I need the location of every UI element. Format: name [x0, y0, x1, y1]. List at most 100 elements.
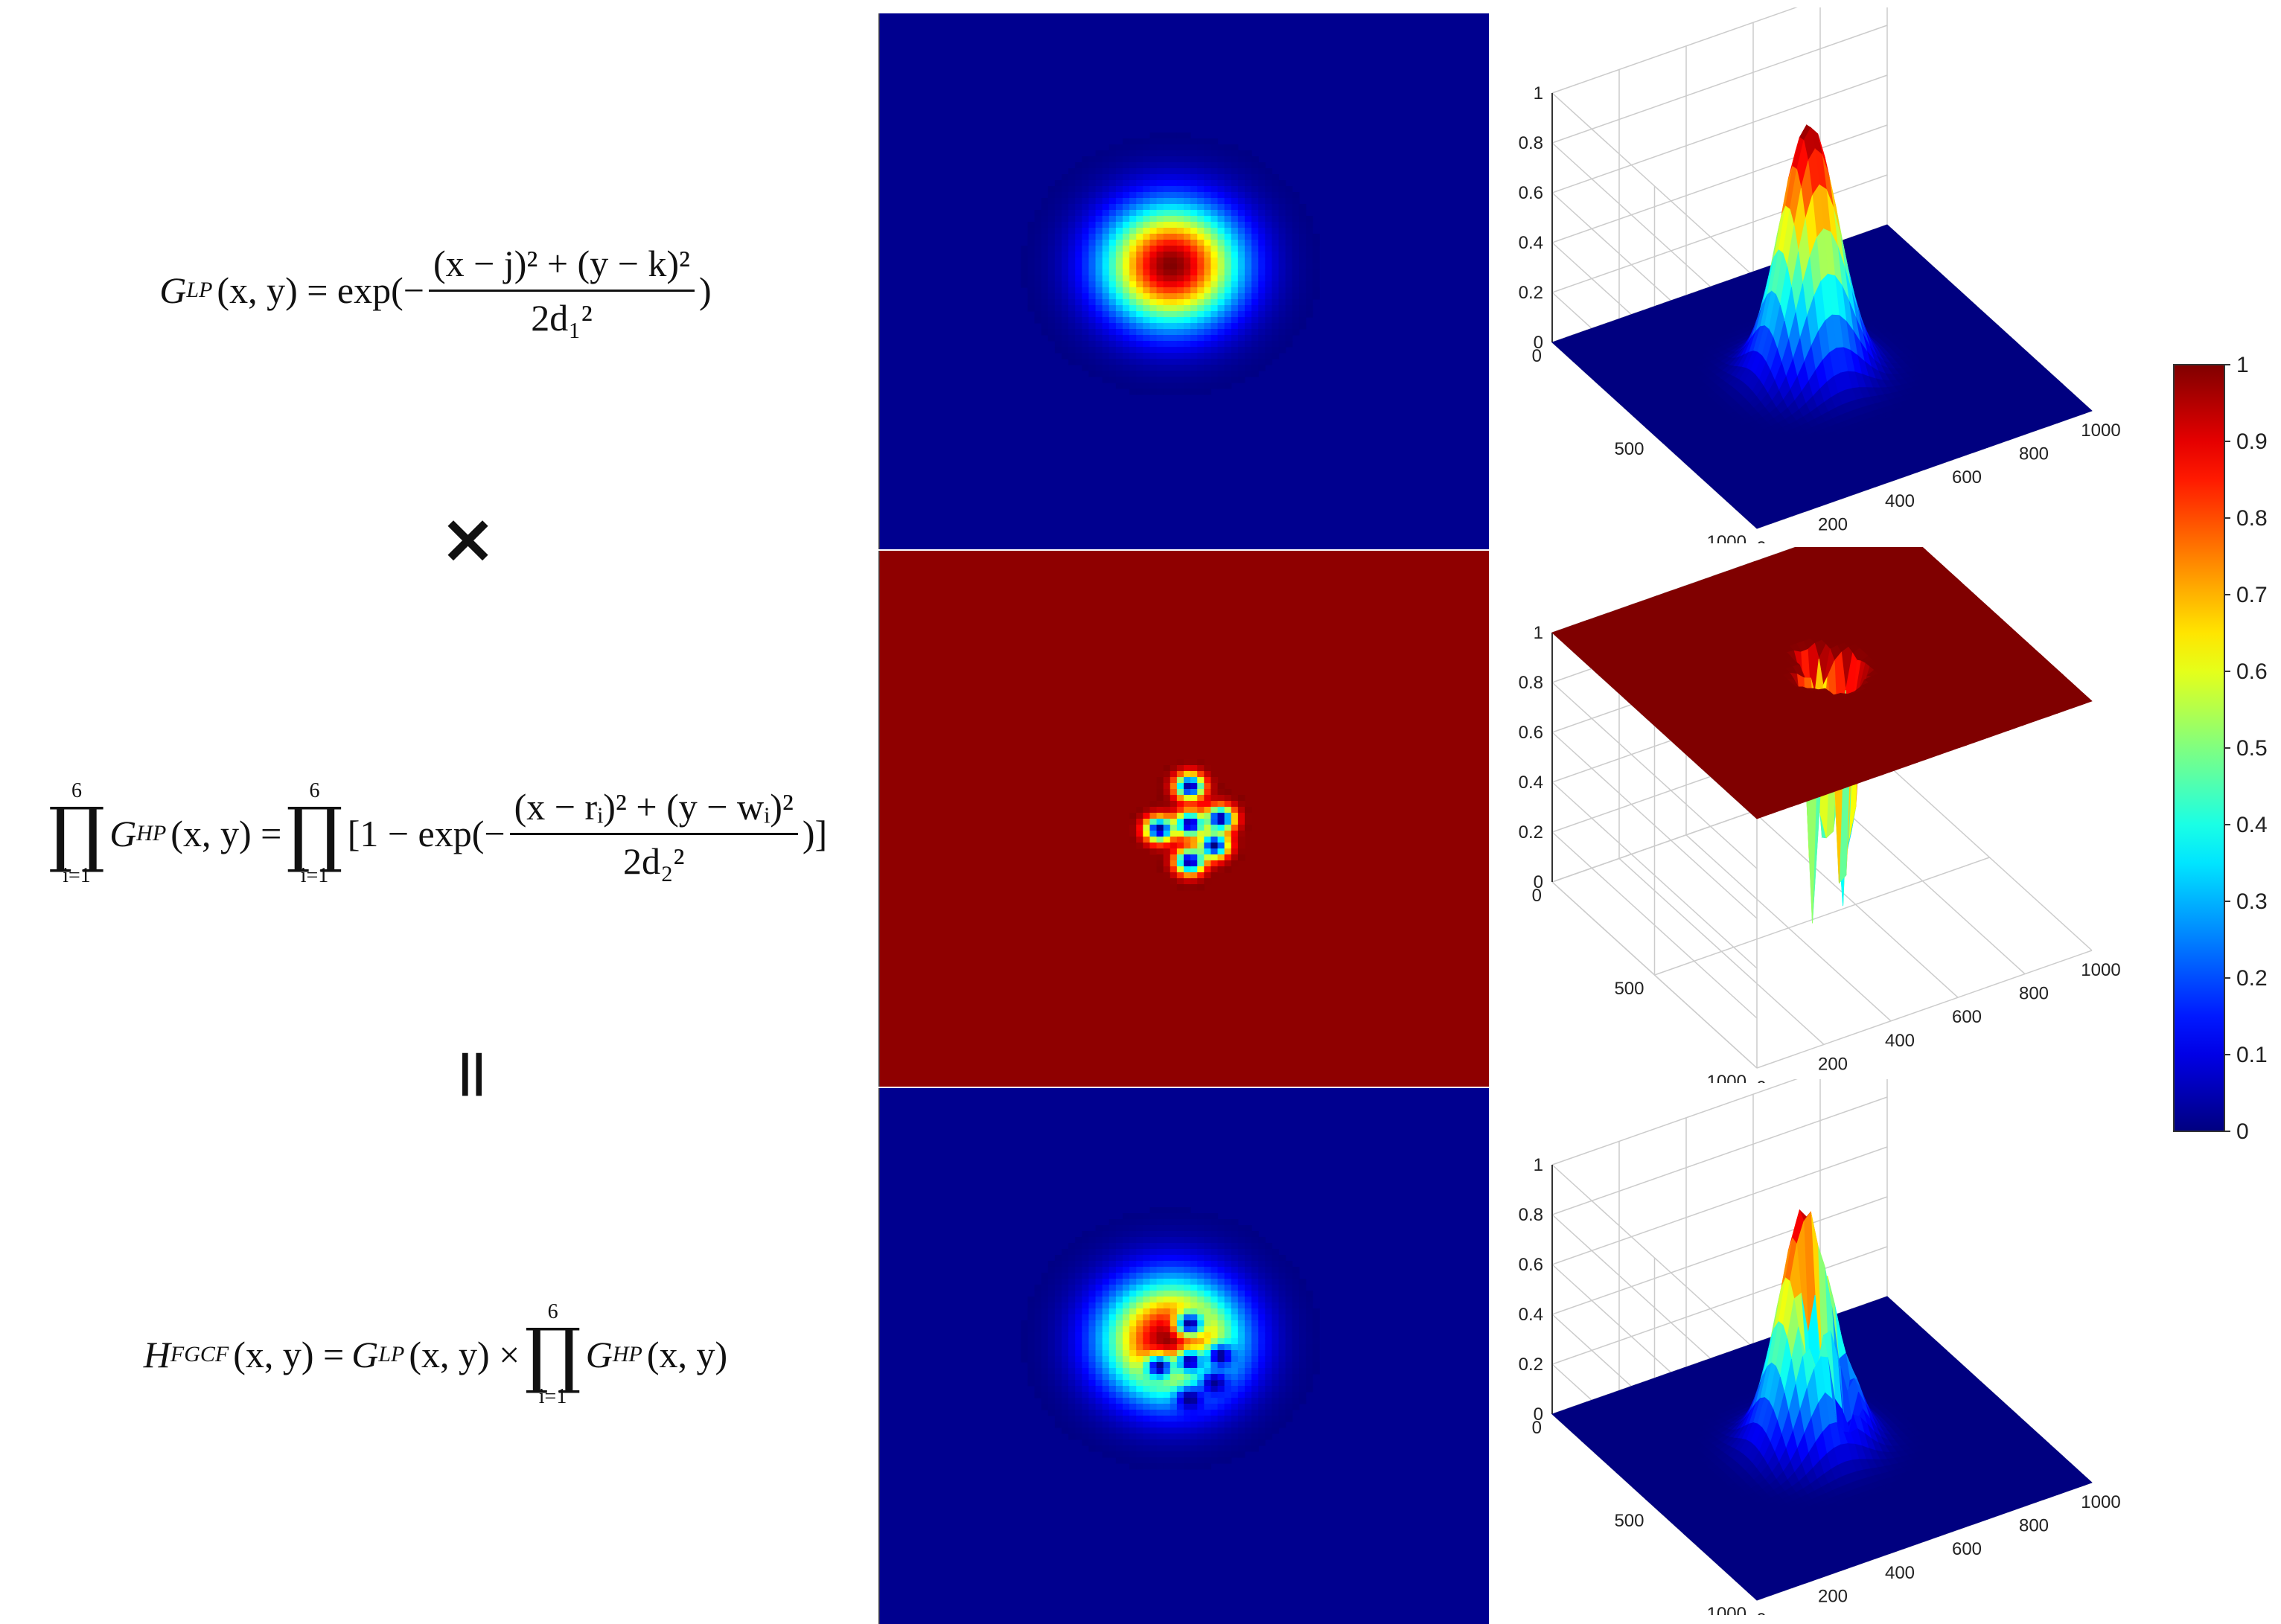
heatmap-cell — [1109, 234, 1117, 240]
heatmap-cell — [1251, 1356, 1259, 1363]
heatmap-cell — [1265, 1326, 1272, 1333]
heatmap-cell — [1129, 1356, 1137, 1363]
heatmap-cell — [1123, 371, 1130, 377]
heatmap-cell — [1157, 1314, 1164, 1321]
heatmap-cell — [1096, 1308, 1103, 1315]
heatmap-cell — [1157, 1308, 1164, 1315]
heatmap-cell — [1190, 866, 1198, 873]
heatmap-cell — [1225, 347, 1232, 354]
heatmap-cell — [1149, 263, 1157, 270]
heatmap-cell — [1177, 1267, 1184, 1273]
heatmap-cell — [1103, 335, 1110, 342]
heatmap-cell — [1245, 341, 1252, 348]
heatmap-cell — [1245, 329, 1252, 336]
heatmap-cell — [1170, 1338, 1178, 1345]
heatmap-cell — [1184, 156, 1191, 163]
heatmap-cell — [1197, 162, 1205, 169]
heatmap-cell — [1286, 1267, 1293, 1273]
heatmap-cell — [1272, 1273, 1279, 1279]
heatmap-cell — [1286, 234, 1293, 240]
heatmap-cell — [1109, 204, 1117, 211]
heatmap-cell — [1116, 228, 1123, 234]
heatmap-cell — [1170, 1428, 1178, 1434]
heatmap-cell — [1231, 1445, 1239, 1452]
heatmap-cell — [1190, 198, 1198, 205]
heatmap-cell — [1170, 293, 1178, 300]
grid-line — [1552, 75, 1887, 193]
heatmap-cell — [1238, 353, 1245, 359]
heatmap-cell — [1306, 1362, 1313, 1369]
heatmap-cell — [1062, 192, 1069, 199]
heatmap-cell — [1218, 246, 1225, 252]
heatmap-cell — [1027, 1308, 1035, 1315]
heatmap-cell — [1245, 1285, 1252, 1291]
heatmap-cell — [1225, 1422, 1232, 1428]
heatmap-cell — [1177, 837, 1184, 843]
heatmap-cell — [1184, 222, 1191, 228]
heatmap-cell — [1170, 1326, 1178, 1333]
heatmap-cell — [1082, 335, 1089, 342]
heatmap-cell — [1225, 1356, 1232, 1363]
heatmap-cell — [1265, 180, 1272, 187]
heatmap-cell — [1062, 317, 1069, 324]
heatmap-cell — [1265, 293, 1272, 300]
heatmap-cell — [1184, 1213, 1191, 1220]
heatmap-cell — [1149, 1433, 1157, 1440]
heatmap-cell — [1258, 228, 1266, 234]
heatmap-cell — [1190, 1344, 1198, 1351]
heatmap-cell — [1238, 192, 1245, 199]
heatmap-cell — [1157, 186, 1164, 193]
heatmap-cell — [1204, 263, 1211, 270]
heatmap-cell — [1184, 1285, 1191, 1291]
heatmap-cell — [1157, 383, 1164, 389]
heatmap-cell — [1218, 1267, 1225, 1273]
heatmap-cell — [1225, 1398, 1232, 1404]
heatmap-cell — [1225, 329, 1232, 336]
heatmap-cell — [1027, 258, 1035, 264]
heatmap-cell — [1157, 1326, 1164, 1333]
heatmap-cell — [1109, 1273, 1117, 1279]
heatmap-cell — [1210, 144, 1218, 151]
heatmap-cell — [1286, 299, 1293, 306]
heatmap-cell — [1082, 156, 1089, 163]
heatmap-cell — [1116, 180, 1123, 187]
heatmap-cell — [1157, 299, 1164, 306]
heatmap-cell — [1299, 234, 1307, 240]
heatmap-cell — [1143, 377, 1150, 383]
heatmap-cell — [1190, 1273, 1198, 1279]
heatmap-cell — [1088, 1261, 1096, 1267]
heatmap-cell — [1286, 228, 1293, 234]
heatmap-cell — [1123, 1308, 1130, 1315]
heatmap-cell — [1055, 311, 1062, 318]
heatmap-cell — [1286, 192, 1293, 199]
heatmap-cell — [1190, 1243, 1198, 1250]
heatmap-cell — [1170, 843, 1178, 849]
heatmap-cell — [1218, 1392, 1225, 1398]
heatmap-cell — [1149, 1356, 1157, 1363]
heatmap-cell — [1129, 138, 1137, 145]
heatmap-cell — [1082, 1338, 1089, 1345]
heatmap-cell — [1204, 323, 1211, 330]
heatmap-cell — [1136, 186, 1143, 193]
heatmap-cell — [1258, 1392, 1266, 1398]
heatmap-cell — [1265, 168, 1272, 175]
heatmap-cell — [1068, 1279, 1076, 1285]
heatmap-cell — [1082, 269, 1089, 276]
heatmap-cell — [1082, 299, 1089, 306]
heatmap-cell — [1157, 377, 1164, 383]
heatmap-cell — [1123, 216, 1130, 223]
heatmap-cell — [1245, 1344, 1252, 1351]
heatmap-cell — [1204, 383, 1211, 389]
heatmap-cell — [1292, 293, 1300, 300]
heatmap-cell — [1258, 263, 1266, 270]
heatmap-cell — [1041, 317, 1049, 324]
heatmap-cell — [1245, 317, 1252, 324]
heatmap-cell — [1286, 1297, 1293, 1303]
heatmap-cell — [1149, 1291, 1157, 1297]
heatmap-cell — [1116, 1398, 1123, 1404]
heatmap-cell — [1272, 1422, 1279, 1428]
heatmap-cell — [1204, 1344, 1211, 1351]
heatmap-cell — [1096, 1422, 1103, 1428]
heatmap-cell — [1075, 240, 1082, 246]
heatmap-cell — [1272, 1249, 1279, 1256]
